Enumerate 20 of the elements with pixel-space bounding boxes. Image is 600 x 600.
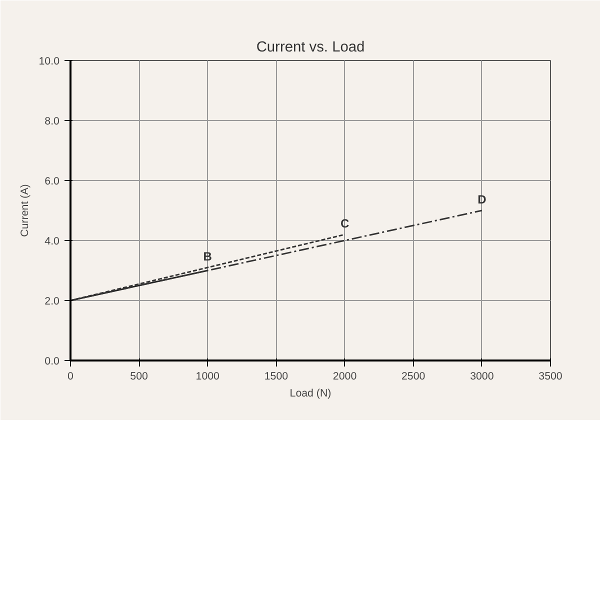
- x-tick-label: 500: [130, 370, 148, 382]
- annotation: B: [203, 250, 212, 264]
- y-tick-label: 2.0: [44, 296, 60, 308]
- y-tick-label: 0.0: [44, 356, 60, 368]
- annotation: D: [478, 192, 487, 206]
- x-axis-title: Load (N): [290, 388, 332, 400]
- x-tick-label: 3500: [538, 370, 562, 382]
- y-tick-label: 4.0: [44, 236, 60, 248]
- annotation: C: [340, 216, 350, 230]
- y-tick-label: 6.0: [44, 176, 60, 188]
- x-tick-label: 1500: [264, 370, 288, 382]
- y-axis-title: Current (A): [18, 184, 31, 237]
- x-tick-label: 1000: [196, 370, 220, 382]
- y-tick-label: 10.0: [38, 56, 60, 68]
- x-tick-label: 0: [68, 370, 74, 382]
- chart-title: Current vs. Load: [256, 40, 365, 56]
- x-tick-label: 2000: [332, 370, 357, 382]
- y-tick-label: 8.0: [44, 116, 60, 128]
- x-tick-label: 2500: [402, 370, 426, 382]
- x-tick-label: 3000: [470, 370, 494, 382]
